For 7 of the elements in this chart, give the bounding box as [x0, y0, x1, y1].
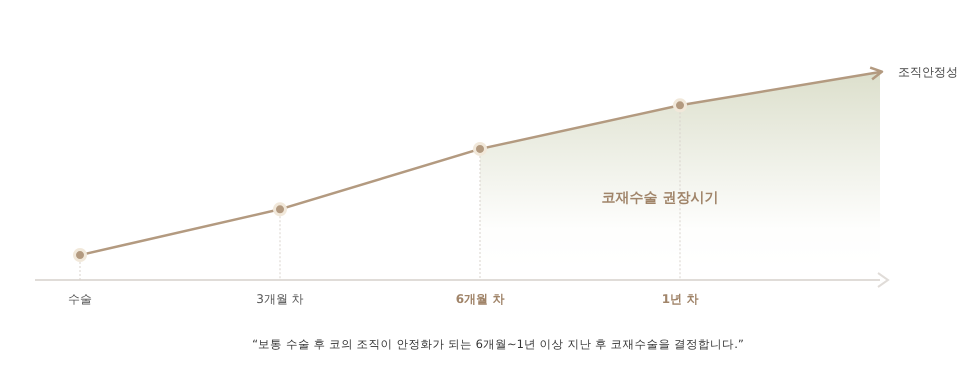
x-tick-label: 1년 차	[662, 292, 698, 306]
x-tick-label: 6개월 차	[456, 292, 504, 306]
text: “보통 수술 후 코의 조직이 안정화가 되는 6개월~1년 이상 지난 후 코재수술을 결정합니다.”	[252, 337, 744, 351]
x-tick-label: 수술	[68, 292, 92, 306]
annotation: 코재수술 권장시기	[602, 190, 718, 206]
y-axis-title: 조직안정성	[898, 65, 958, 79]
x-tick-label: 3개월 차	[256, 292, 304, 306]
